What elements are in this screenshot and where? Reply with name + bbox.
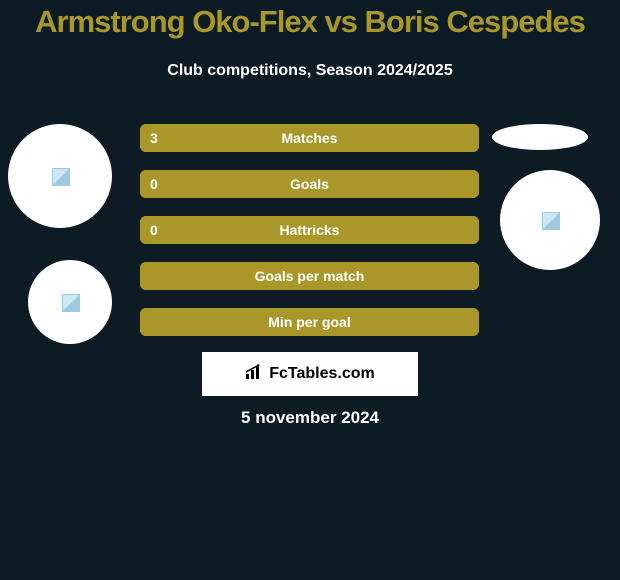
stat-bar-fill: Min per goal [140,308,479,336]
stat-label: Matches [140,124,479,152]
fctables-logo-text: FcTables.com [202,352,418,396]
stat-bar-fill: Goals per match [140,262,479,290]
stat-value-left: 0 [150,216,158,244]
player-avatar-left [28,260,112,344]
stat-value-left: 0 [150,170,158,198]
subtitle: Club competitions, Season 2024/2025 [0,62,620,80]
fctables-logo: FcTables.com [202,352,418,396]
player-avatar-right [500,170,600,270]
placeholder-image-icon [52,168,70,186]
chart-icon [245,364,265,385]
stat-bar-fill: Goals0 [140,170,479,198]
stat-bar-fill: Hattricks0 [140,216,479,244]
player-avatar-right [492,124,588,150]
stat-label: Goals [140,170,479,198]
stat-value-left: 3 [150,124,158,152]
page-title: Armstrong Oko-Flex vs Boris Cespedes [0,4,620,40]
logo-label: FcTables.com [269,365,375,383]
date-text: 5 november 2024 [0,408,620,428]
stat-label: Min per goal [140,308,479,336]
placeholder-image-icon [542,212,560,230]
stat-bar-fill: Matches3 [140,124,479,152]
stat-label: Goals per match [140,262,479,290]
player-avatar-left [8,124,112,228]
stat-label: Hattricks [140,216,479,244]
placeholder-image-icon [62,294,80,312]
